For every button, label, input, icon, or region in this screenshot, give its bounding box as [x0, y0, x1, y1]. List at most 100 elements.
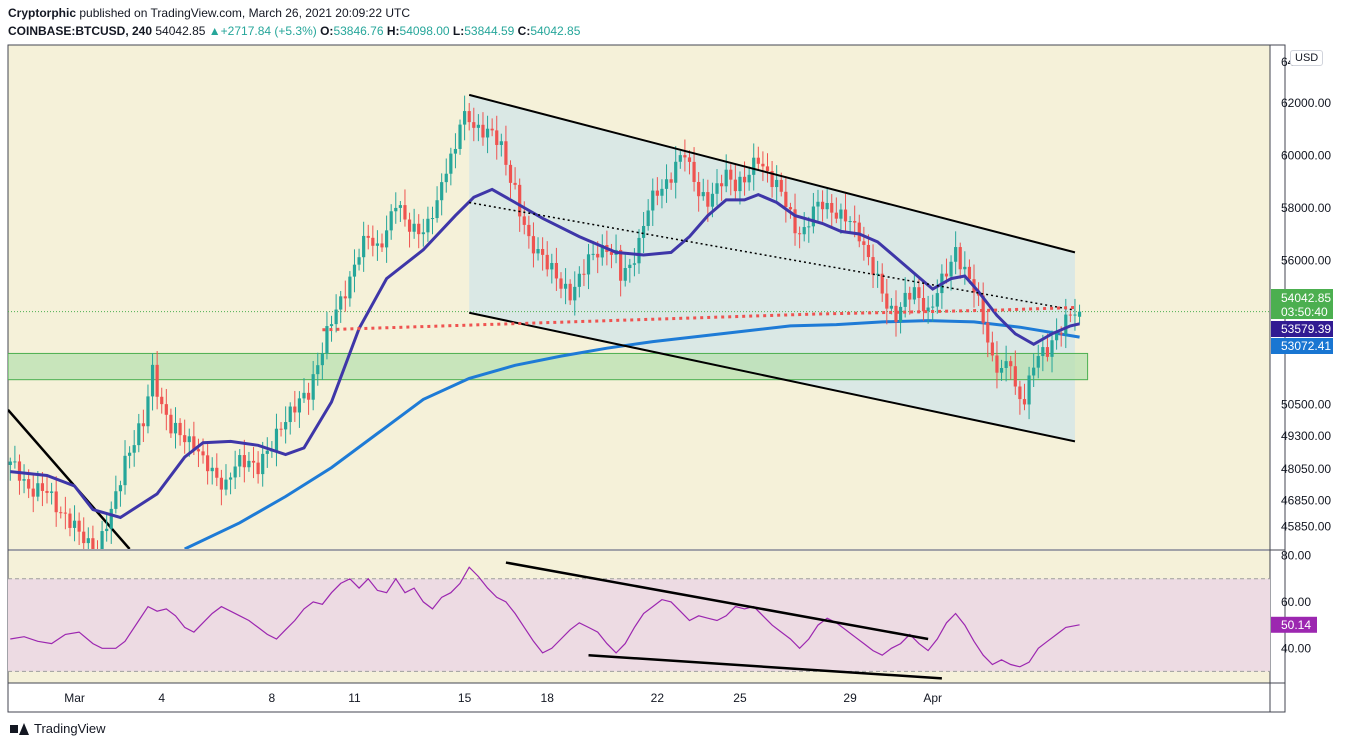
- candle-body: [274, 428, 279, 451]
- candle: [412, 208, 416, 239]
- candle: [238, 449, 242, 478]
- candle: [183, 419, 187, 454]
- candle-body: [674, 161, 678, 183]
- candle-body: [118, 485, 123, 492]
- candle: [756, 146, 760, 170]
- candle-body: [986, 322, 990, 343]
- candle: [334, 294, 338, 333]
- candle-body: [371, 237, 375, 246]
- candle-body: [22, 479, 26, 481]
- candle: [219, 469, 223, 506]
- candle: [765, 153, 770, 183]
- candle: [247, 451, 251, 472]
- candle: [86, 527, 90, 549]
- candle: [31, 475, 35, 513]
- candle-body: [857, 222, 861, 242]
- candle: [233, 450, 237, 490]
- candle: [563, 268, 568, 305]
- candle: [834, 197, 838, 224]
- candle: [843, 193, 848, 232]
- brand-name[interactable]: TradingView: [34, 721, 106, 736]
- candle-body: [641, 225, 646, 238]
- ema-slow-tag-bg: [1271, 338, 1333, 354]
- candle: [279, 422, 283, 437]
- candle: [536, 237, 540, 261]
- candle: [885, 278, 889, 325]
- candle: [1055, 318, 1059, 350]
- candle: [1004, 345, 1008, 382]
- candle-body: [417, 223, 421, 235]
- candle-body: [1013, 366, 1017, 387]
- candle: [417, 214, 421, 249]
- candle: [550, 253, 554, 284]
- candle-body: [329, 324, 334, 327]
- candle-body: [178, 422, 182, 436]
- candle-body: [568, 283, 572, 301]
- candle-body: [288, 406, 292, 423]
- candle-body: [343, 296, 347, 299]
- candle-body: [518, 184, 522, 217]
- candle: [554, 247, 558, 291]
- price-axis-label: 46850.00: [1281, 493, 1331, 507]
- candle-body: [146, 396, 150, 427]
- candle: [912, 272, 916, 305]
- candle-body: [187, 436, 191, 443]
- candle-body: [385, 230, 389, 248]
- candle: [921, 284, 926, 321]
- candle: [1041, 334, 1045, 372]
- candle-body: [467, 111, 471, 123]
- candle: [692, 147, 696, 192]
- candle-body: [183, 435, 187, 443]
- symbol-label[interactable]: COINBASE:BTCUSD, 240: [8, 24, 153, 38]
- candle-body: [724, 169, 728, 187]
- candle: [898, 302, 903, 334]
- candle: [421, 218, 425, 247]
- price-axis-label: 60000.00: [1281, 148, 1331, 162]
- candle: [683, 139, 687, 172]
- price-axis[interactable]: 6462000.0060000.0058000.0056000.0050500.…: [1271, 55, 1333, 534]
- candle-body: [228, 477, 233, 480]
- candle-body: [297, 398, 302, 413]
- candle-body: [348, 276, 352, 299]
- candle-body: [375, 243, 380, 246]
- candle-body: [903, 292, 907, 307]
- candle-body: [485, 128, 490, 138]
- candle-body: [430, 218, 435, 220]
- candle-body: [1036, 356, 1040, 368]
- candle: [224, 464, 228, 496]
- candle: [206, 442, 210, 485]
- candle: [96, 540, 98, 549]
- time-axis-label: 8: [269, 691, 276, 705]
- candle-body: [582, 273, 586, 275]
- candle: [118, 480, 123, 507]
- candle-body: [765, 166, 770, 172]
- candle-body: [219, 477, 223, 490]
- candle: [816, 189, 820, 221]
- channel-upper-line: [468, 93, 1076, 254]
- candle: [784, 176, 788, 223]
- candle-body: [949, 261, 953, 277]
- author-name[interactable]: Cryptorphic: [8, 6, 77, 20]
- candle: [366, 224, 370, 250]
- candle: [926, 295, 930, 324]
- candle-body: [150, 364, 155, 397]
- rsi-axis[interactable]: 80.00 60.00 50.14 40.00: [1271, 549, 1317, 656]
- currency-badge[interactable]: USD: [1290, 50, 1324, 66]
- candle: [848, 216, 852, 234]
- candle-body: [609, 251, 614, 255]
- candle-body: [701, 192, 705, 197]
- time-axis[interactable]: Mar 4 8 11 15 18 22 25 29 Apr: [64, 691, 942, 705]
- candle: [352, 249, 357, 293]
- candle-body: [798, 233, 802, 235]
- candle: [862, 226, 866, 261]
- candle: [513, 167, 517, 190]
- candle-body: [779, 179, 783, 192]
- candle-body: [407, 219, 412, 232]
- price-axis-label: 56000.00: [1281, 253, 1331, 267]
- candle: [669, 172, 673, 190]
- candle: [641, 211, 646, 254]
- candle-body: [109, 508, 113, 529]
- candle-body: [472, 122, 476, 128]
- candle-body: [1018, 386, 1022, 400]
